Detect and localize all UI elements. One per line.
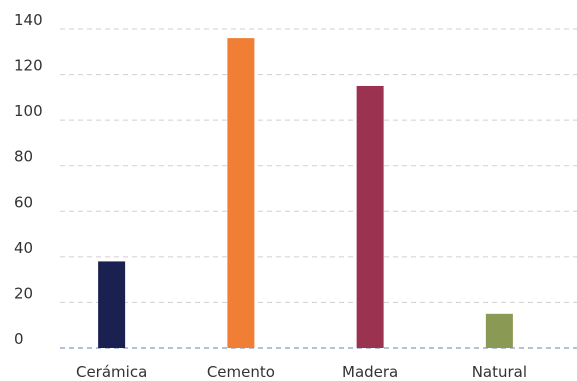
y-tick-label: 0 (14, 330, 24, 348)
y-tick-label: 40 (14, 239, 33, 257)
x-axis-labels: Cerámica Cemento Madera Natural (76, 363, 527, 381)
x-category-label: Madera (342, 363, 398, 381)
y-tick-label: 60 (14, 193, 33, 211)
y-tick-label: 80 (14, 148, 33, 166)
x-category-label: Cemento (207, 363, 275, 381)
y-tick-label: 20 (14, 284, 33, 302)
gridlines (60, 28, 577, 349)
x-category-label: Natural (472, 363, 527, 381)
y-axis-ticks: 0 20 40 60 80 100 120 140 (14, 11, 43, 348)
bar-cemento (227, 38, 255, 348)
bar-madera (356, 85, 384, 348)
y-tick-label: 140 (14, 11, 43, 29)
bar-natural (485, 313, 513, 348)
x-category-label: Cerámica (76, 363, 147, 381)
bar-cer-mica (98, 261, 126, 348)
bars (98, 38, 513, 348)
y-tick-label: 120 (14, 57, 43, 75)
y-tick-label: 100 (14, 102, 43, 120)
